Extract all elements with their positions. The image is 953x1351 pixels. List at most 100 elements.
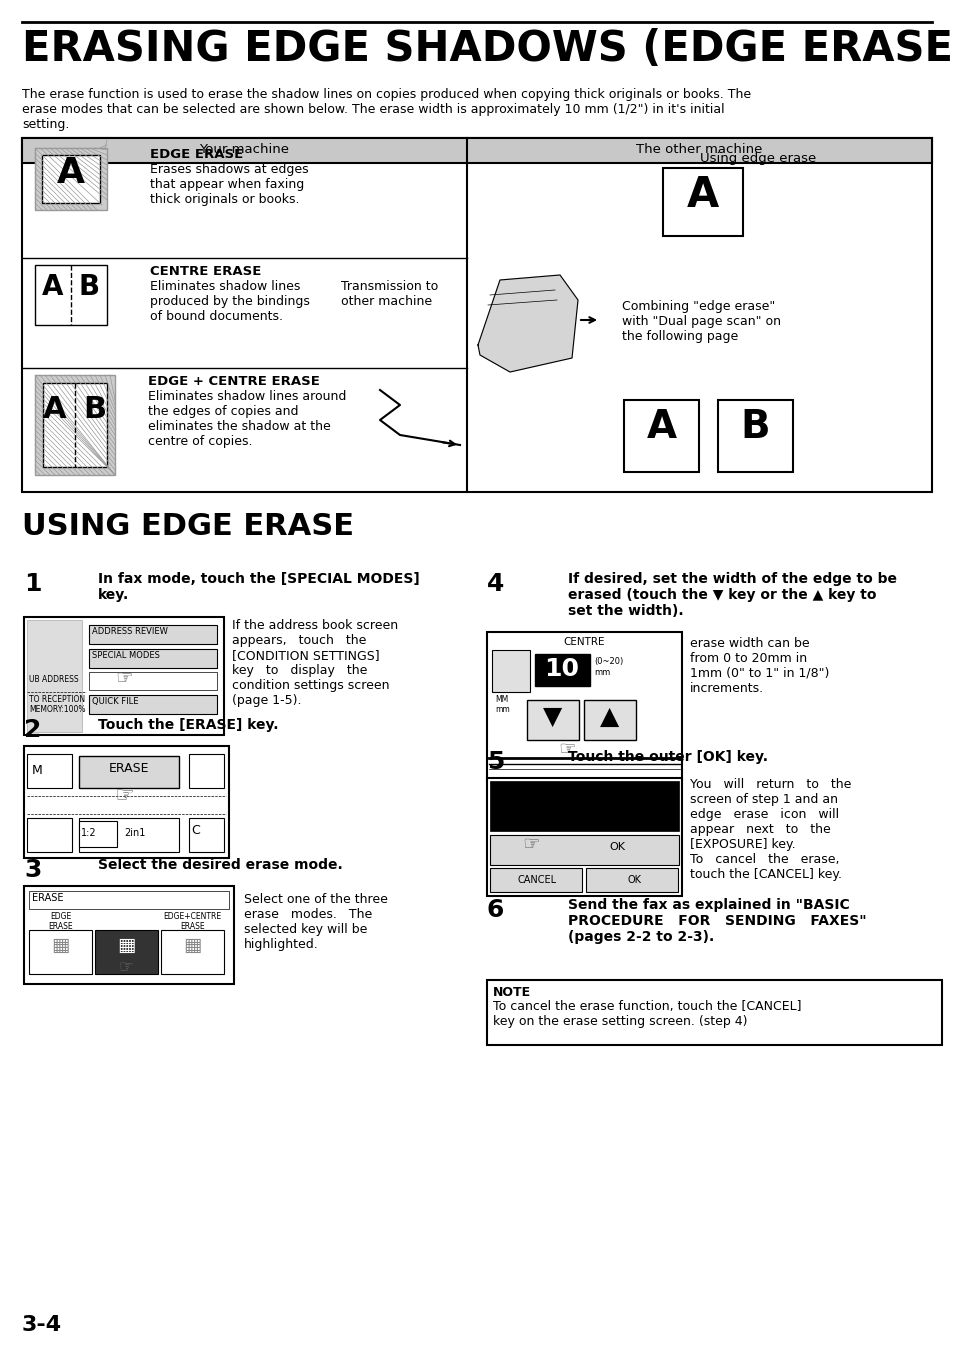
Text: Eliminates shadow lines
produced by the bindings
of bound documents.: Eliminates shadow lines produced by the … [150, 280, 310, 323]
Bar [492, 650, 530, 692]
Text: 4: 4 [486, 571, 504, 596]
Text: Send the fax as explained in "BASIC
PROCEDURE   FOR   SENDING   FAXES"
(pages 2-: Send the fax as explained in "BASIC PROC… [567, 898, 865, 944]
Text: C: C [191, 824, 199, 838]
Text: Select one of the three
erase   modes.   The
selected key will be
highlighted.: Select one of the three erase modes. The… [244, 893, 388, 951]
Text: Transmission to
other machine: Transmission to other machine [341, 280, 438, 308]
Bar [79, 817, 179, 852]
Text: ERASE: ERASE [32, 893, 64, 902]
Text: ADDRESS REVIEW: ADDRESS REVIEW [91, 627, 168, 636]
Text: SPECIAL MODES: SPECIAL MODES [91, 651, 160, 661]
Text: B: B [83, 394, 107, 424]
Bar [535, 654, 589, 686]
Text: A: A [43, 394, 67, 424]
Text: OK: OK [608, 842, 624, 852]
Text: MM
mm: MM mm [495, 694, 509, 715]
Bar [189, 754, 224, 788]
Bar [35, 265, 107, 326]
Text: ▦: ▦ [117, 936, 135, 955]
Bar [24, 746, 229, 858]
Text: 10: 10 [544, 657, 578, 681]
Bar [29, 929, 92, 974]
Text: 1: 1 [24, 571, 42, 596]
Text: If the address book screen
appears,   touch   the
[CONDITION SETTINGS]
key   to : If the address book screen appears, touc… [232, 619, 397, 707]
Bar [583, 700, 636, 740]
Bar [89, 671, 216, 690]
Bar [160, 929, 224, 974]
Bar [42, 155, 100, 203]
Text: 3-4: 3-4 [22, 1315, 62, 1335]
Bar [486, 979, 941, 1046]
Bar [22, 138, 931, 163]
Text: Eliminates shadow lines around
the edges of copies and
eliminates the shadow at : Eliminates shadow lines around the edges… [148, 390, 346, 449]
Bar [585, 867, 678, 892]
Text: Select the desired erase mode.: Select the desired erase mode. [98, 858, 342, 871]
Text: Touch the outer [OK] key.: Touch the outer [OK] key. [567, 750, 767, 765]
Bar [490, 835, 679, 865]
Text: mm: mm [594, 667, 610, 677]
Text: Touch the [ERASE] key.: Touch the [ERASE] key. [98, 717, 278, 732]
Text: CENTRE: CENTRE [563, 638, 604, 647]
Polygon shape [477, 276, 578, 372]
Bar [490, 781, 679, 831]
Bar [490, 867, 581, 892]
Text: ☞: ☞ [119, 958, 133, 975]
Text: Combining "edge erase"
with "Dual page scan" on
the following page: Combining "edge erase" with "Dual page s… [621, 300, 781, 343]
Text: TO RECEPTION: TO RECEPTION [29, 694, 85, 704]
Text: Erases shadows at edges
that appear when faxing
thick originals or books.: Erases shadows at edges that appear when… [150, 163, 309, 205]
Text: ERASE: ERASE [109, 762, 149, 775]
Bar [27, 817, 71, 852]
Text: You   will   return   to   the
screen of step 1 and an
edge   erase   icon   wil: You will return to the screen of step 1 … [689, 778, 850, 881]
Bar [189, 817, 224, 852]
Text: ☞: ☞ [115, 669, 132, 688]
Text: To cancel the erase function, touch the [CANCEL]
key on the erase setting screen: To cancel the erase function, touch the … [493, 1000, 801, 1028]
Text: A: A [686, 174, 719, 216]
Text: ☞: ☞ [113, 786, 133, 807]
Bar [35, 376, 115, 476]
Text: The erase function is used to erase the shadow lines on copies produced when cop: The erase function is used to erase the … [22, 88, 750, 131]
Bar [718, 400, 792, 471]
Text: QUICK FILE: QUICK FILE [91, 697, 138, 707]
Bar [24, 886, 233, 984]
Text: erase width can be
from 0 to 20mm in
1mm (0" to 1" in 1/8")
increments.: erase width can be from 0 to 20mm in 1mm… [689, 638, 828, 694]
Text: A: A [42, 273, 64, 301]
Text: 6: 6 [486, 898, 504, 921]
Text: ☞: ☞ [521, 835, 539, 854]
Text: A: A [57, 155, 85, 190]
Bar [662, 168, 742, 236]
Bar [623, 400, 699, 471]
Bar [526, 700, 578, 740]
Text: ▼: ▼ [543, 705, 562, 730]
Bar [94, 929, 158, 974]
Text: If desired, set the width of the edge to be
erased (touch the ▼ key or the ▲ key: If desired, set the width of the edge to… [567, 571, 896, 619]
Text: EDGE
ERASE: EDGE ERASE [49, 912, 72, 931]
Text: 5: 5 [486, 750, 504, 774]
Text: ▦: ▦ [51, 936, 70, 955]
Bar [89, 694, 216, 713]
Bar [79, 821, 117, 847]
Text: 2: 2 [24, 717, 41, 742]
Bar [29, 892, 229, 909]
Text: B: B [78, 273, 99, 301]
Text: M: M [32, 765, 43, 777]
Text: (0~20): (0~20) [594, 657, 622, 666]
Text: NOTE: NOTE [493, 986, 531, 998]
Text: EDGE ERASE: EDGE ERASE [150, 149, 243, 161]
Text: Using edge erase: Using edge erase [700, 153, 816, 165]
Bar [486, 778, 681, 896]
Text: A: A [646, 408, 676, 446]
Bar [89, 648, 216, 667]
Text: The other machine: The other machine [636, 143, 761, 155]
Text: B: B [740, 408, 769, 446]
Text: USING EDGE ERASE: USING EDGE ERASE [22, 512, 354, 540]
Text: CENTRE ERASE: CENTRE ERASE [150, 265, 261, 278]
Bar [35, 149, 107, 209]
Text: Your machine: Your machine [199, 143, 289, 155]
Bar [27, 620, 82, 732]
Text: EDGE + CENTRE ERASE: EDGE + CENTRE ERASE [148, 376, 319, 388]
Bar [24, 617, 224, 735]
Text: OK: OK [627, 875, 641, 885]
Text: ▲: ▲ [599, 705, 619, 730]
Bar [486, 632, 681, 780]
Text: 2in1: 2in1 [124, 828, 145, 838]
Text: In fax mode, touch the [SPECIAL MODES]
key.: In fax mode, touch the [SPECIAL MODES] k… [98, 571, 419, 603]
